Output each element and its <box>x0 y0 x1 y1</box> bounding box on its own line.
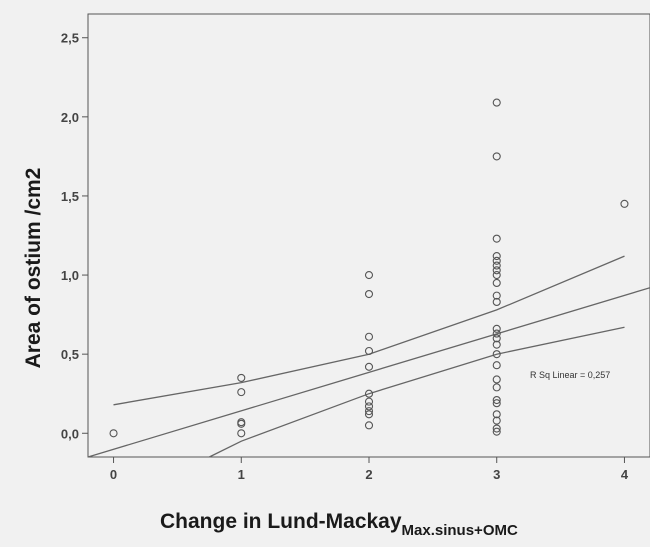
r-squared-annotation: R Sq Linear = 0,257 <box>530 370 610 380</box>
data-point <box>492 361 501 370</box>
data-point <box>492 399 501 408</box>
data-point <box>492 340 501 349</box>
fit-line <box>87 287 650 458</box>
data-point <box>364 397 374 406</box>
data-point <box>237 373 246 382</box>
data-point <box>492 291 501 300</box>
y-tick-label: 0,5 <box>61 347 79 362</box>
y-tick-label: 1,0 <box>61 268 79 283</box>
data-point <box>364 289 374 299</box>
data-point <box>237 419 246 428</box>
data-point <box>364 389 374 398</box>
data-point <box>492 252 501 261</box>
x-tick-label: 3 <box>493 467 500 482</box>
data-point <box>492 329 501 338</box>
data-point <box>492 266 501 275</box>
x-axis-title-main: Change in Lund-Mackay <box>160 510 402 533</box>
data-point <box>492 278 501 288</box>
data-point <box>492 334 501 343</box>
plot-area <box>87 13 650 458</box>
data-point <box>364 271 374 280</box>
data-point <box>364 410 374 419</box>
data-point <box>364 402 374 411</box>
y-tick-label: 1,5 <box>61 189 79 204</box>
ci-lower-line <box>209 326 625 458</box>
data-point <box>364 421 374 430</box>
data-point <box>492 256 501 265</box>
y-axis: 0,0 0,5 1,0 1,5 2,0 2,5 <box>61 31 88 441</box>
data-point <box>109 429 118 438</box>
data-point <box>364 332 374 341</box>
data-point <box>492 375 501 384</box>
data-point <box>237 388 246 397</box>
y-tick-label: 2,0 <box>61 110 79 125</box>
data-point <box>492 350 501 359</box>
data-point <box>492 271 501 280</box>
x-tick-label: 0 <box>110 467 117 482</box>
data-point <box>237 429 246 438</box>
data-point <box>492 297 501 307</box>
data-point <box>620 199 629 208</box>
data-point <box>364 407 374 416</box>
x-tick-label: 1 <box>238 467 245 482</box>
data-point <box>492 383 501 392</box>
data-point <box>364 346 374 356</box>
data-point <box>492 152 501 161</box>
data-point <box>492 261 501 270</box>
x-tick-label: 4 <box>621 467 629 482</box>
y-tick-label: 2,5 <box>61 31 79 46</box>
data-point <box>492 98 501 107</box>
data-point <box>492 427 501 436</box>
x-axis: 0 1 2 3 4 <box>110 457 629 482</box>
data-point <box>492 324 501 333</box>
data-point <box>364 362 374 371</box>
x-axis-title: Change in Lund-MackayMax.sinus+OMC <box>160 510 518 539</box>
data-point <box>492 395 501 405</box>
data-point <box>492 410 501 419</box>
y-axis-title: Area of ostium /cm2 <box>22 168 45 369</box>
x-tick-label: 2 <box>365 467 372 482</box>
y-tick-label: 0,0 <box>61 426 79 441</box>
data-point <box>492 234 501 243</box>
data-point <box>492 424 501 433</box>
x-axis-title-subscript: Max.sinus+OMC <box>402 522 518 539</box>
data-points <box>109 98 629 438</box>
data-point <box>492 416 501 425</box>
